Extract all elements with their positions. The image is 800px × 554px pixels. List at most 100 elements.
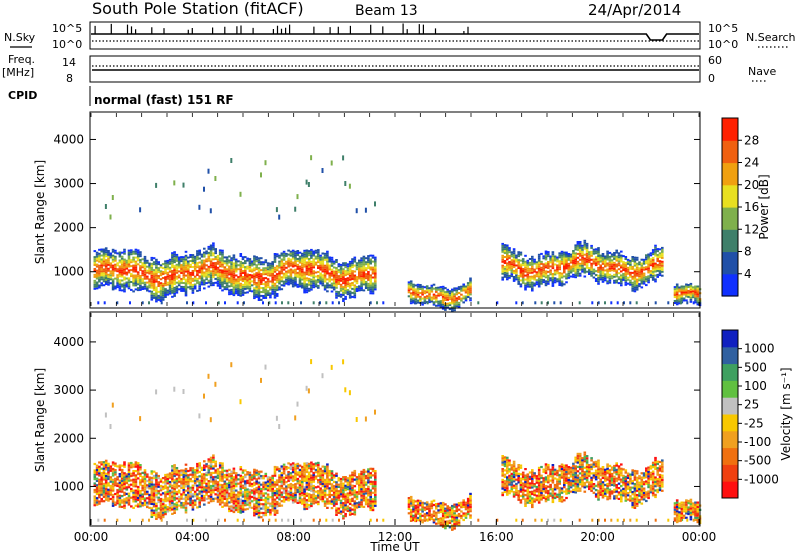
velocity-cell [209,478,213,481]
power-cell [414,296,418,299]
velocity-cell [173,496,176,499]
power-cell [620,258,623,261]
power-cell [305,291,309,294]
power-cell [291,257,295,260]
power-cell [323,284,327,287]
power-cell [658,260,662,263]
velocity-cell [248,484,252,487]
velocity-cell [146,490,149,493]
power-cell [120,255,124,258]
power-cell [150,284,154,287]
velocity-cell [269,476,272,479]
power-cell [125,271,129,274]
power-cell [150,266,154,269]
power-cell [184,262,188,265]
velocity-cell [134,504,138,507]
power-cell [275,289,279,291]
velocity-cell [130,466,133,469]
power-cell [102,272,106,275]
velocity-cell [139,503,142,506]
power-cell [305,287,309,290]
velocity-cell [173,386,176,392]
velocity-cell [218,499,222,502]
power-cell [416,283,420,286]
power-cell [152,261,156,264]
power-cell [563,271,566,274]
power-cell [558,276,561,279]
velocity-cell [150,511,154,514]
power-cell [344,274,347,277]
velocity-cell [102,491,106,494]
power-cell [152,292,156,295]
velocity-cell [234,478,238,481]
velocity-cell [104,479,108,482]
velocity-cell [239,494,243,497]
power-cell [244,262,247,265]
power-cell [109,278,113,281]
power-cell [161,267,165,270]
power-cell [95,281,99,284]
power-cell [303,273,306,276]
velocity-cell [123,465,126,468]
power-cell [114,269,117,272]
power-cell [291,281,295,284]
velocity-cell [266,480,270,483]
ytick-label: 2000 [53,221,84,235]
velocity-cell [296,490,300,494]
power-cell [444,299,447,301]
velocity-cell [161,481,165,484]
velocity-cell [130,461,133,465]
power-cell [93,287,97,290]
power-cell [291,279,295,282]
velocity-cell [301,487,304,490]
power-cell [567,257,571,259]
power-cell [143,261,147,264]
power-cell [248,262,252,265]
velocity-cell [305,466,309,469]
power-cell [246,273,249,276]
power-cell [367,261,370,264]
power-cell [590,266,593,269]
power-cell [294,206,297,212]
power-cell [253,289,256,292]
power-cell [198,277,201,280]
velocity-cell [184,472,188,475]
power-cell [647,275,650,278]
power-cell [116,301,119,305]
power-cell [111,284,115,287]
power-cell [590,244,593,247]
power-cell [221,275,224,278]
velocity-cell [289,476,293,479]
power-cell [218,251,222,254]
power-cell [141,274,144,277]
velocity-cell [161,511,165,514]
velocity-cell [198,505,201,508]
power-cell [533,276,536,279]
power-cell [535,271,539,274]
velocity-cell [244,469,247,472]
power-cell [647,263,650,266]
power-cell [604,257,607,260]
power-cell [355,280,359,283]
power-cell [519,285,523,288]
power-cell [407,287,411,290]
power-cell [337,279,341,282]
power-cell [685,295,688,298]
power-cell [558,266,561,269]
power-cell [617,252,621,255]
velocity-cell [191,495,195,498]
power-cell [102,284,106,287]
velocity-cell [212,484,215,487]
power-cell [125,265,129,268]
power-cell [159,270,163,273]
power-cell [184,280,188,283]
power-cell [346,285,350,288]
velocity-cell [296,499,300,502]
power-cell [248,266,252,269]
power-cell [547,301,549,305]
power-cell [184,250,188,253]
power-cell [346,293,350,296]
power-cell [572,252,575,254]
power-cell [221,263,224,266]
velocity-cell [148,498,151,501]
